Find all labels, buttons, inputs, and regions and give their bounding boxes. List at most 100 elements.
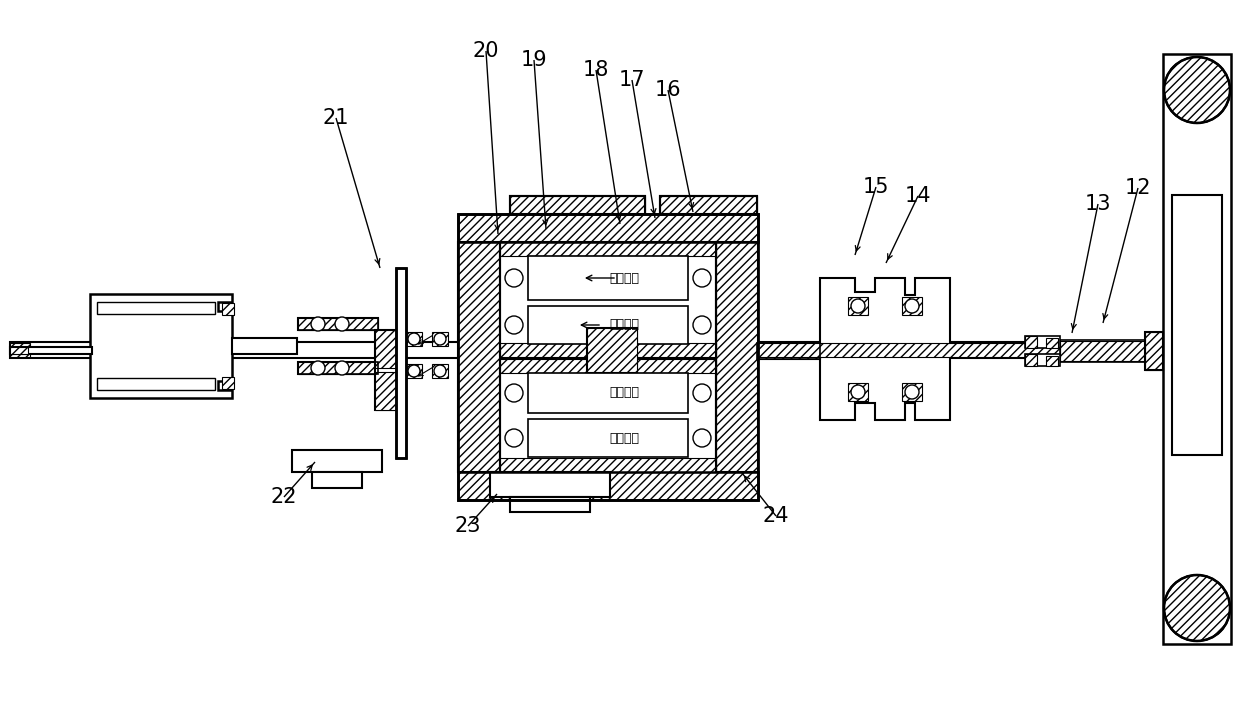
Circle shape [693,429,711,447]
Bar [528,256,688,300]
Circle shape [905,299,919,313]
Bar [298,362,378,374]
Bar [1172,195,1221,455]
Bar [232,338,298,354]
Bar [298,318,378,330]
Bar [312,472,362,488]
Bar [374,330,397,410]
Bar [10,342,460,358]
Bar [405,332,422,346]
Bar [396,268,405,458]
Circle shape [693,384,711,402]
Bar [1025,336,1060,348]
Bar [756,343,820,359]
Text: 14: 14 [905,186,931,206]
Circle shape [905,385,919,399]
Bar [715,242,758,472]
Bar [1060,340,1159,362]
Bar [396,268,405,458]
Bar [510,196,645,214]
Bar [528,419,688,457]
Circle shape [1164,575,1230,641]
Text: 15: 15 [863,177,889,197]
Bar [1060,341,1159,361]
Text: 23: 23 [455,516,481,536]
Bar [1025,354,1037,366]
Bar [715,242,758,472]
Bar [1025,354,1060,366]
Bar [500,458,715,472]
Bar [222,377,234,389]
Bar [1025,336,1037,348]
Circle shape [408,333,420,345]
Bar [432,332,448,346]
Bar [500,359,715,472]
Bar [298,318,378,330]
Text: 磁流变液: 磁流变液 [609,432,639,444]
Circle shape [693,316,711,334]
Text: 21: 21 [322,108,350,128]
Text: 24: 24 [763,506,789,526]
Circle shape [505,269,523,287]
Bar [458,242,500,472]
Bar [374,372,397,410]
Bar [10,347,29,354]
Bar [432,364,448,378]
Bar [848,383,868,401]
Bar [500,343,715,357]
Circle shape [693,269,711,287]
Circle shape [1164,57,1230,123]
Circle shape [311,361,325,375]
Circle shape [311,317,325,331]
Circle shape [505,316,523,334]
Bar [510,497,590,512]
Circle shape [505,384,523,402]
Bar [758,343,1060,357]
Bar [660,196,756,214]
Bar [458,214,758,242]
Text: 17: 17 [619,70,645,90]
Bar [848,297,868,315]
Bar [500,242,715,256]
Bar [500,359,715,373]
Bar [1047,338,1058,348]
Circle shape [335,317,348,331]
Bar [901,297,923,315]
Text: 磁流变液: 磁流变液 [609,386,639,400]
Circle shape [505,429,523,447]
Text: 20: 20 [472,41,500,61]
Polygon shape [820,278,950,420]
Bar [458,214,758,242]
Text: 12: 12 [1125,178,1151,198]
Bar [10,347,92,354]
Bar [660,196,756,214]
Bar [1163,54,1231,644]
Text: 18: 18 [583,60,609,80]
Bar [458,214,758,500]
Bar [10,343,30,357]
Bar [458,242,500,472]
Bar [291,450,382,472]
Bar [660,196,756,214]
Bar [758,342,1060,358]
Bar [374,330,397,368]
Bar [222,303,234,315]
Circle shape [434,333,446,345]
Bar [510,196,645,214]
Text: 磁流变液: 磁流变液 [609,318,639,332]
Circle shape [851,385,866,399]
Polygon shape [91,294,232,398]
Bar [1047,356,1058,366]
Bar [1145,332,1163,370]
Circle shape [335,361,348,375]
Bar [97,302,215,314]
Bar [458,472,758,500]
Text: 22: 22 [270,487,298,507]
Bar [528,306,688,344]
Bar [587,328,637,372]
Text: 19: 19 [521,50,547,70]
Text: 13: 13 [1085,194,1111,214]
Bar [1145,332,1163,370]
Bar [528,373,688,413]
Bar [490,472,610,497]
